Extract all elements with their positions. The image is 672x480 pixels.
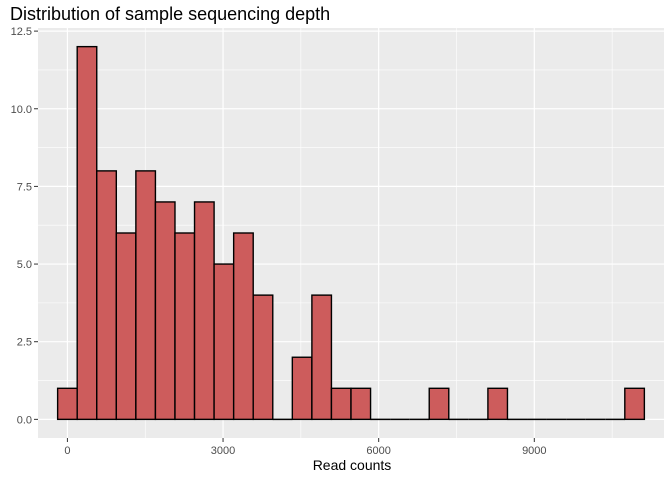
bars	[56, 45, 646, 421]
histogram-bar	[350, 387, 372, 421]
x-tick-label: 0	[64, 445, 70, 457]
histogram-bar	[174, 232, 196, 421]
histogram-bar	[311, 294, 333, 421]
histogram-bar	[96, 170, 118, 421]
y-tick-label: 0.0	[17, 414, 32, 426]
x-axis-title: Read counts	[313, 457, 392, 473]
histogram-bar	[232, 232, 254, 421]
histogram-bar	[428, 387, 450, 421]
y-axis: 0.0 2.5 5.0 7.5 10.0 12.5	[11, 26, 38, 426]
y-tick-label: 12.5	[11, 26, 32, 38]
histogram-bar	[193, 201, 215, 421]
x-tick-label: 9000	[522, 445, 546, 457]
y-tick-label: 10.0	[11, 104, 32, 116]
y-tick-label: 7.5	[17, 181, 32, 193]
histogram-bar	[154, 201, 176, 421]
y-tick-label: 5.0	[17, 259, 32, 271]
histogram-bar	[213, 263, 235, 421]
histogram-bar	[291, 356, 313, 421]
y-tick-label: 2.5	[17, 337, 32, 349]
x-axis: 0 3000 6000 9000	[64, 438, 547, 457]
histogram-bar	[487, 387, 509, 421]
x-tick-label: 3000	[211, 445, 235, 457]
x-tick-label: 6000	[366, 445, 390, 457]
histogram-bar	[624, 387, 646, 421]
chart-title: Distribution of sample sequencing depth	[10, 4, 330, 24]
histogram-bar	[56, 387, 78, 421]
histogram-bar	[252, 294, 274, 421]
histogram-bar	[135, 170, 157, 421]
histogram-bar	[76, 45, 98, 421]
histogram-bar	[115, 232, 137, 421]
histogram-bar	[330, 387, 352, 421]
